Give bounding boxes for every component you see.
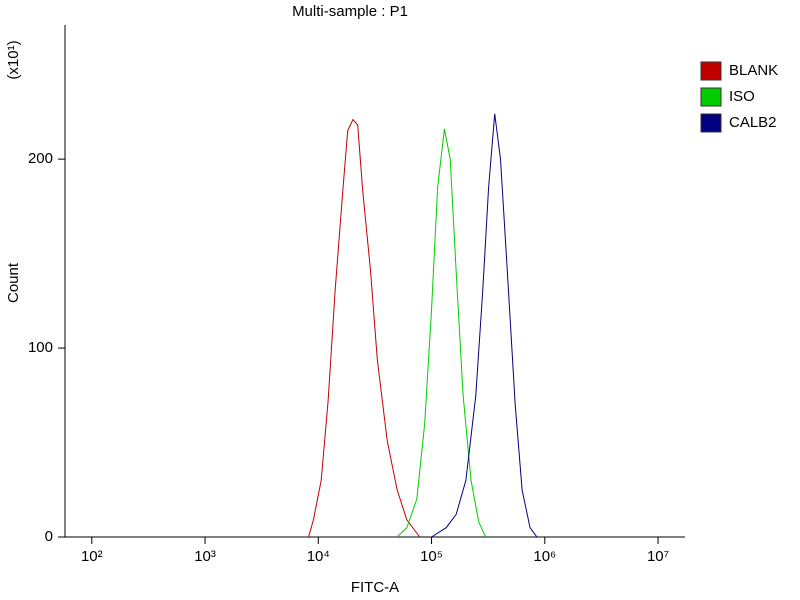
x-tick-label: 10⁷ — [647, 548, 669, 565]
legend-swatch — [700, 113, 722, 133]
x-tick-label: 10⁴ — [307, 548, 330, 565]
y-axis-label: Count — [5, 262, 22, 303]
y-tick-label: 200 — [28, 150, 53, 167]
legend-label: CALB2 — [729, 114, 777, 131]
y-tick-label: 100 — [28, 339, 53, 356]
legend-swatch — [700, 61, 722, 81]
histogram-line — [396, 128, 487, 538]
x-axis-label: FITC-A — [351, 579, 399, 596]
x-tick-label: 10² — [81, 548, 103, 565]
x-tick-label: 10³ — [194, 548, 216, 565]
chart-title: Multi-sample : P1 — [292, 3, 408, 20]
legend-label: ISO — [729, 88, 755, 105]
y-multiplier: (x10¹) — [5, 40, 22, 79]
histogram-line — [431, 113, 538, 538]
histogram-line — [308, 118, 421, 538]
legend-swatch — [700, 87, 722, 107]
y-tick-label: 0 — [45, 528, 53, 545]
x-tick-label: 10⁶ — [533, 548, 556, 565]
x-tick-label: 10⁵ — [420, 548, 443, 565]
legend-label: BLANK — [729, 62, 778, 79]
